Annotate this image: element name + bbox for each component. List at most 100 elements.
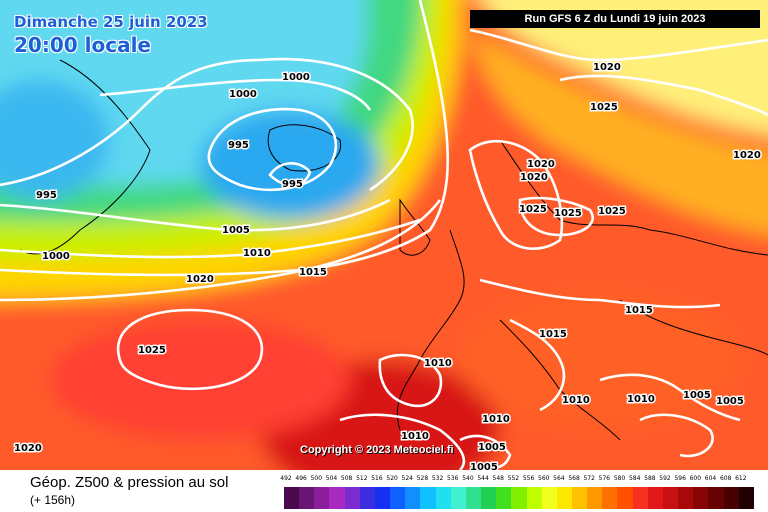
color-scale-swatch	[541, 487, 557, 509]
color-scale-swatch	[571, 487, 588, 509]
isobar-label: 1025	[138, 345, 166, 356]
color-scale-swatch	[723, 487, 739, 509]
color-scale-swatch	[708, 487, 724, 509]
isobar-label: 1005	[222, 225, 250, 236]
color-scale-label: 512	[356, 475, 368, 482]
color-scale-swatch	[314, 487, 330, 509]
color-scale-swatch	[344, 487, 360, 509]
color-scale-swatch	[390, 487, 406, 509]
isobar-label: 1020	[593, 62, 621, 73]
color-scale-label: 536	[447, 475, 459, 482]
weather-map: 1000 1000 995 995 995 1000 1005 1010 102…	[0, 0, 768, 470]
color-scale-label: 556	[522, 475, 535, 482]
color-scale-label: 528	[416, 475, 429, 482]
color-scale-swatch	[465, 487, 482, 509]
isobar-label: 995	[282, 179, 303, 190]
forecast-lead-time: (+ 156h)	[30, 493, 76, 507]
color-scale-label: 552	[507, 475, 520, 482]
isobar-label: 1020	[527, 159, 555, 170]
color-scale-swatch	[450, 487, 466, 509]
color-scale-label: 584	[628, 475, 641, 482]
color-scale-bar	[284, 487, 754, 509]
color-scale-swatch	[632, 487, 648, 509]
isobar-label: 1015	[625, 305, 653, 316]
isobar-label: 1015	[299, 267, 327, 278]
color-scale-label: 604	[704, 475, 717, 482]
isobar-label: 995	[36, 190, 57, 201]
color-scale-label: 524	[401, 475, 413, 482]
color-scale-label: 560	[538, 475, 550, 482]
isobar-label: 1010	[562, 395, 590, 406]
color-scale-swatch	[587, 487, 603, 509]
isobar-label: 1000	[229, 89, 257, 100]
isobar-label: 1005	[683, 390, 711, 401]
isobar-label: 1005	[478, 442, 506, 453]
color-scale-swatch	[496, 487, 512, 509]
color-scale-label: 580	[613, 475, 626, 482]
isobar-label: 1005	[716, 396, 744, 407]
isobar-label: 1020	[14, 443, 42, 454]
color-scale-swatch	[526, 487, 542, 509]
color-scale-label: 608	[719, 475, 732, 482]
isobar-label: 1000	[42, 251, 70, 262]
color-scale-swatch	[617, 487, 633, 509]
color-scale-swatch	[556, 487, 572, 509]
color-scale-label: 576	[598, 475, 611, 482]
color-scale-label: 568	[568, 475, 580, 482]
color-scale-swatch	[738, 487, 754, 509]
copyright-notice: Copyright © 2023 Meteociel.fi	[300, 444, 454, 456]
map-variable-title: Géop. Z500 & pression au sol	[30, 474, 229, 491]
color-scale-label: 564	[553, 475, 565, 482]
color-scale-label: 548	[492, 475, 504, 482]
isobar-label: 1020	[520, 172, 548, 183]
color-scale-label: 500	[310, 475, 323, 482]
color-scale-swatch	[284, 487, 300, 509]
color-scale-swatch	[420, 487, 436, 509]
color-scale-label: 532	[431, 475, 444, 482]
color-scale-label: 596	[674, 475, 686, 482]
color-scale-swatch	[405, 487, 421, 509]
color-scale-label: 508	[340, 475, 353, 482]
color-scale-label: 516	[371, 475, 383, 482]
color-scale-label: 520	[386, 475, 398, 482]
color-scale-label: 540	[462, 475, 474, 482]
isobars	[0, 0, 768, 470]
isobar-label: 1025	[590, 102, 618, 113]
legend-footer: Géop. Z500 & pression au sol (+ 156h) 49…	[0, 470, 768, 512]
color-scale-swatch	[359, 487, 375, 509]
color-scale-swatch	[511, 487, 527, 509]
isobar-label: 1025	[598, 206, 626, 217]
isobar-label: 1020	[186, 274, 214, 285]
isobar-label: 1000	[282, 72, 310, 83]
isobar-label: 1010	[482, 414, 510, 425]
color-scale-label: 588	[644, 475, 656, 482]
color-scale-label: 496	[295, 475, 307, 482]
color-scale-swatch	[329, 487, 345, 509]
color-scale-labels: 492 496 500 504 508 512 516 520 524 528 532 536 540 5…	[280, 475, 750, 485]
isobar-label: 995	[228, 140, 249, 151]
isobar-label: 1005	[470, 462, 498, 470]
color-scale-swatch	[374, 487, 391, 509]
color-scale-label: 544	[477, 475, 489, 482]
color-scale-label: 592	[659, 475, 671, 482]
color-scale-swatch	[299, 487, 315, 509]
isobar-label: 1020	[733, 150, 761, 161]
color-scale-label: 600	[689, 475, 702, 482]
color-scale-swatch	[602, 487, 618, 509]
color-scale-swatch	[693, 487, 709, 509]
color-scale-label: 572	[583, 475, 595, 482]
forecast-date: Dimanche 25 juin 2023	[14, 13, 208, 31]
color-scale-label: 492	[280, 475, 292, 482]
color-scale-label: 612	[735, 475, 747, 482]
isobar-label: 1015	[539, 329, 567, 340]
color-scale-swatch	[481, 487, 497, 509]
isobar-labels: 1000 1000 995 995 995 1000 1005 1010 102…	[13, 61, 763, 471]
color-scale-swatch	[435, 487, 451, 509]
run-info-banner: Run GFS 6 Z du Lundi 19 juin 2023	[470, 10, 760, 28]
isobar-label: 1010	[243, 248, 271, 259]
forecast-local-time: 20:00 locale	[14, 33, 151, 57]
color-scale-swatch	[678, 487, 694, 509]
isobar-label: 1025	[519, 204, 547, 215]
isobar-label: 1010	[627, 394, 655, 405]
isobar-label: 1010	[424, 358, 452, 369]
